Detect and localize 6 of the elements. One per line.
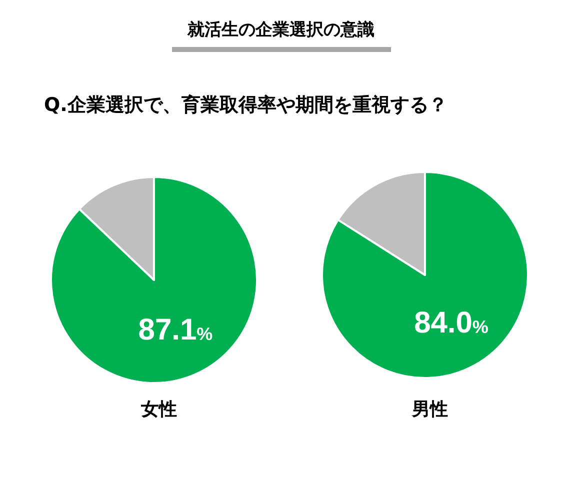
chart-title: 就活生の企業選択の意識 <box>172 14 390 52</box>
text: 男性 <box>411 399 448 419</box>
text: 女性 <box>140 399 177 419</box>
chart-subtitle: Q.企業選択で、育業取得率や期間を重視する？ <box>44 93 448 118</box>
data-label: 87.1% <box>138 314 213 347</box>
data-label: 84.0% <box>414 306 488 340</box>
